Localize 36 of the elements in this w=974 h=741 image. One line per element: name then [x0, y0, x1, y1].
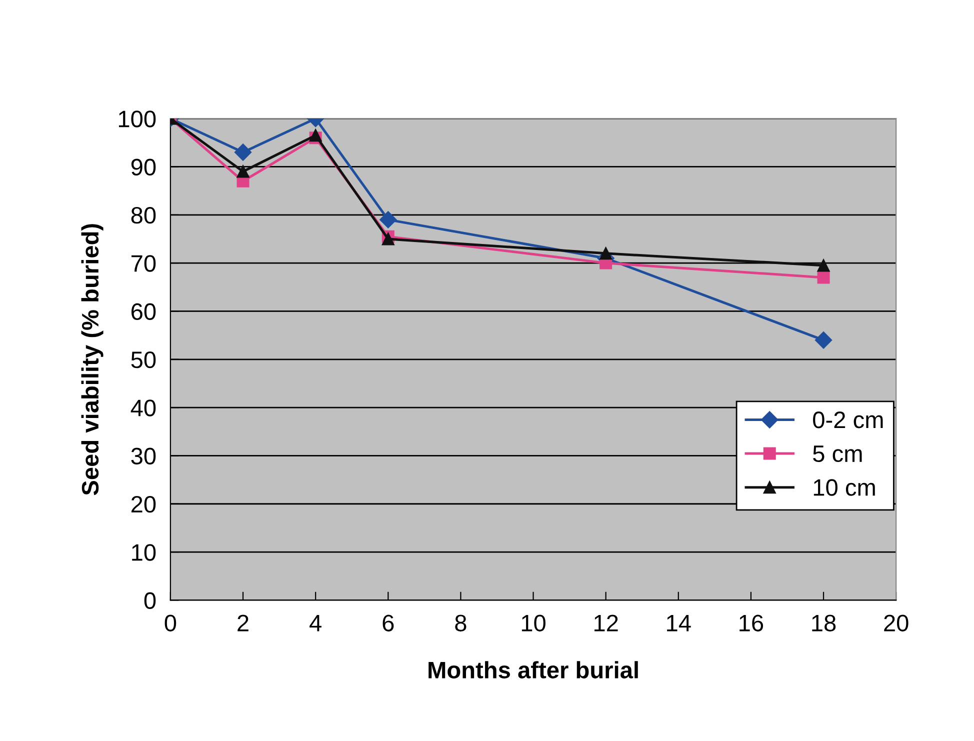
x-tick-label: 18 — [812, 614, 836, 632]
x-tick-label: 16 — [740, 614, 764, 632]
point — [817, 259, 830, 272]
x-tick-label: 14 — [667, 614, 691, 632]
x-tick-label: 4 — [310, 614, 322, 632]
y-tick-label: 10 — [132, 544, 156, 561]
y-tick-label: 50 — [131, 351, 156, 368]
y-axis-title: Seed viability (% buried) — [81, 224, 104, 496]
point — [600, 247, 612, 260]
x-tick-label: 0 — [164, 614, 176, 632]
x-tick-label: 2 — [238, 614, 248, 632]
point — [236, 165, 250, 178]
x-tick-label: 12 — [594, 614, 618, 632]
x-tick-label: 6 — [382, 614, 394, 632]
point — [380, 211, 397, 228]
point — [309, 129, 322, 142]
y-tick-label: 60 — [132, 303, 156, 320]
x-tick-label: 8 — [455, 614, 466, 632]
y-tick-label: 100 — [118, 110, 156, 128]
y-tick-label: 0 — [144, 592, 156, 609]
y-tick-label: 40 — [130, 400, 156, 416]
legend-label: 10 cm — [814, 479, 875, 496]
y-tick-label: 30 — [131, 448, 156, 465]
point — [814, 332, 832, 349]
x-axis-title: Months after burial — [428, 661, 638, 678]
y-tick-label: 80 — [131, 206, 156, 224]
x-tick-label: 20 — [884, 614, 908, 632]
y-tick-label: 70 — [132, 255, 156, 272]
point — [234, 144, 252, 161]
x-tick-label: 10 — [522, 614, 546, 632]
legend-label: 5 cm — [813, 446, 862, 462]
y-tick-label: 20 — [131, 496, 156, 513]
point — [382, 232, 394, 246]
legend-label: 0-2 cm — [813, 412, 883, 428]
y-tick-label: 90 — [131, 158, 156, 176]
point — [817, 271, 830, 284]
